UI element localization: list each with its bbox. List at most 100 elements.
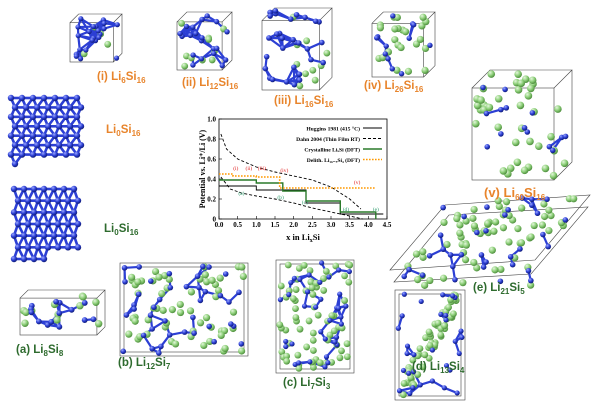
label-subscript: 7: [310, 382, 315, 391]
annotation-label: (b): [277, 194, 284, 201]
si-atom: [456, 350, 462, 357]
si-atom: [68, 306, 75, 313]
si-atom: [44, 220, 52, 228]
li-atom: [549, 171, 558, 180]
si-atom: [484, 204, 490, 210]
si-atom: [120, 348, 127, 355]
si-atom: [273, 31, 280, 37]
y-tick-label: 0.8: [207, 136, 216, 144]
x-tick-label: 1.0: [252, 221, 261, 229]
li-atom: [524, 92, 533, 100]
li-atom: [200, 341, 208, 350]
label-subscript: 7: [165, 362, 171, 371]
li-atom: [134, 278, 142, 286]
si-atom: [283, 79, 290, 85]
li-atom: [412, 250, 421, 258]
si-atom: [10, 185, 18, 193]
li-atom: [470, 205, 478, 214]
li-atom: [206, 337, 214, 346]
si-atom: [323, 354, 330, 360]
si-atom: [167, 284, 174, 291]
li-atom: [104, 40, 112, 48]
label-element-si: Si: [523, 185, 537, 200]
si-atom: [197, 297, 204, 304]
si-atom: [497, 278, 504, 285]
si-atom: [399, 313, 405, 319]
si-atom: [407, 390, 413, 397]
li-atom: [516, 101, 525, 110]
si-atom: [64, 244, 72, 251]
si-atom: [24, 197, 32, 204]
si-atom: [199, 35, 205, 41]
si-atom: [211, 338, 217, 345]
legend-entry-text: Delith. Li₁₆₋ₓSi₄ (DFT): [307, 157, 360, 164]
si-atom: [190, 62, 196, 68]
si-atom: [44, 141, 52, 149]
si-atom: [29, 113, 37, 121]
li-atom: [426, 276, 434, 285]
li-atom: [289, 295, 297, 303]
li-atom: [22, 308, 30, 317]
label-element-si: Si: [314, 377, 326, 389]
li-atom: [462, 217, 470, 225]
si-atom: [194, 273, 201, 280]
li-atom: [409, 356, 417, 364]
si-atom: [296, 77, 303, 83]
si-atom: [301, 303, 308, 309]
label-subscript: 16: [324, 100, 334, 109]
chart-frame: [218, 118, 388, 220]
li-atom: [53, 316, 61, 324]
li-atom: [187, 288, 196, 296]
si-atom: [55, 141, 63, 149]
si-atom: [18, 151, 26, 158]
si-atom: [90, 316, 97, 323]
li-atom: [330, 327, 338, 335]
li-atom: [328, 312, 336, 320]
li-atom: [528, 76, 537, 85]
li-atom: [205, 36, 213, 43]
si-atom: [51, 113, 59, 121]
si-atom: [7, 151, 15, 158]
si-atom: [147, 312, 154, 319]
si-atom: [322, 364, 328, 370]
si-atom: [121, 265, 128, 271]
li-atom: [416, 345, 424, 352]
si-atom: [7, 113, 15, 121]
label-subscript: 16: [129, 228, 139, 237]
si-atom: [480, 264, 487, 270]
li-atom: [314, 311, 322, 319]
li-atom: [453, 215, 461, 223]
annotation-label: (d): [343, 206, 350, 213]
li-atom: [517, 239, 526, 247]
si-atom: [66, 141, 74, 149]
si-atom: [382, 51, 388, 57]
x-tick-label: 1.5: [271, 221, 280, 229]
li-atom: [445, 304, 452, 311]
li-atom: [203, 278, 211, 286]
li-atom: [283, 357, 291, 365]
label-subscript: 6: [121, 76, 126, 85]
si-atom: [183, 23, 190, 30]
li-atom: [494, 94, 503, 103]
structure-label-b: (b) Li12Si7: [118, 357, 171, 371]
structure-label-v: (v) Li60Si16: [484, 185, 545, 202]
si-atom: [333, 334, 340, 340]
si-atom: [289, 341, 295, 347]
si-atom: [187, 32, 194, 39]
si-atom: [437, 232, 444, 239]
si-atom: [426, 252, 433, 259]
label-subscript: 16: [136, 76, 146, 85]
li-atom: [506, 164, 515, 173]
li-atom: [497, 265, 505, 273]
si-atom: [14, 197, 22, 204]
label-subscript: 0: [116, 129, 121, 138]
structure-a: [19, 289, 106, 336]
li-atom: [168, 306, 176, 314]
si-atom: [291, 81, 298, 88]
si-atom: [562, 133, 569, 140]
si-atom: [131, 302, 137, 308]
si-atom: [458, 328, 464, 334]
structure-label-a: (a) Li8Si8: [16, 344, 63, 357]
si-atom: [29, 132, 37, 139]
li-atom: [202, 314, 211, 322]
